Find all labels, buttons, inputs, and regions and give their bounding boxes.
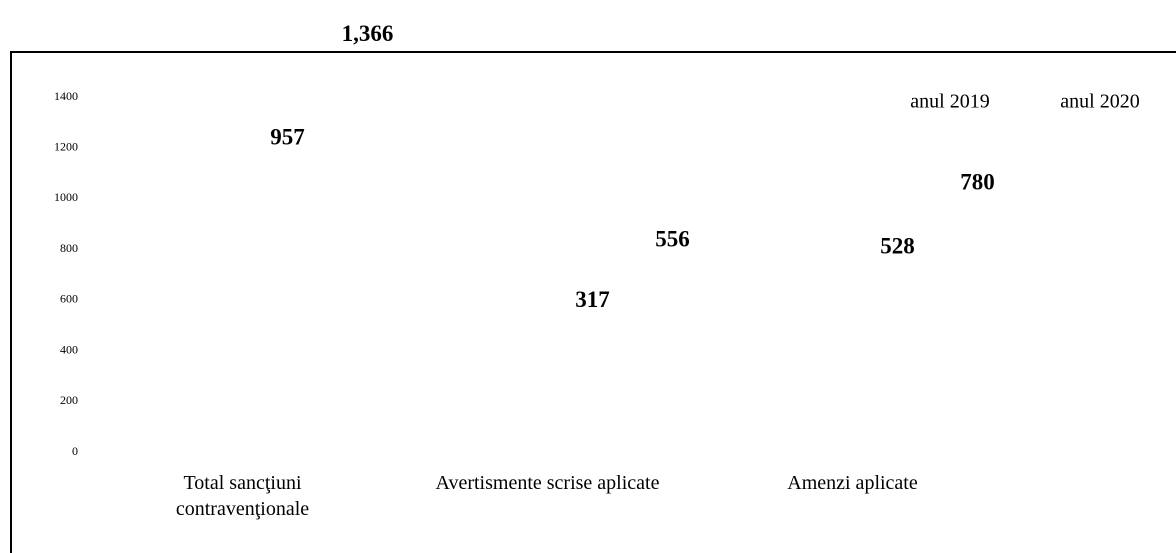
bar [258, 209, 318, 452]
legend-entry: anul 2020 [1060, 91, 1139, 113]
bar [643, 311, 703, 452]
y-tick-label: 400 [60, 342, 78, 356]
x-tick-label: Total sancţiuni contravenţionale [175, 472, 310, 520]
data-label: 556 [655, 226, 690, 251]
data-label: 780 [960, 169, 995, 194]
y-tick-label: 1000 [54, 190, 78, 204]
data-label: 528 [880, 233, 915, 258]
y-tick-label: 800 [60, 241, 78, 255]
y-tick-label: 600 [60, 292, 78, 306]
bar [563, 372, 623, 452]
data-label: 317 [575, 287, 610, 312]
x-tick-label: Avertismente scrise aplicate [435, 472, 660, 494]
y-tick-label: 200 [60, 393, 78, 407]
data-label: 957 [270, 125, 305, 150]
legend-entry: anul 2019 [910, 91, 989, 113]
bar [948, 254, 1008, 452]
bar [868, 318, 928, 452]
bar [338, 106, 398, 452]
y-tick-label: 1400 [54, 89, 78, 103]
x-tick-label: Amenzi aplicate [787, 472, 918, 494]
y-tick-label: 0 [72, 444, 78, 458]
data-label: 1,366 [342, 21, 394, 46]
y-tick-label: 1200 [54, 139, 78, 153]
